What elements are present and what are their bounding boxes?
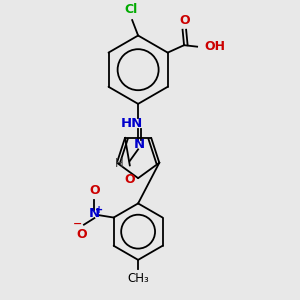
Text: OH: OH — [204, 40, 225, 53]
Text: H: H — [115, 158, 124, 170]
Text: CH₃: CH₃ — [127, 272, 149, 285]
Text: N: N — [89, 208, 100, 220]
Text: Cl: Cl — [124, 3, 137, 16]
Text: −: − — [73, 219, 82, 229]
Text: N: N — [134, 138, 145, 151]
Text: O: O — [124, 173, 135, 186]
Text: +: + — [95, 205, 103, 215]
Text: O: O — [179, 14, 190, 27]
Text: O: O — [89, 184, 100, 197]
Text: HN: HN — [121, 117, 143, 130]
Text: O: O — [76, 228, 87, 241]
